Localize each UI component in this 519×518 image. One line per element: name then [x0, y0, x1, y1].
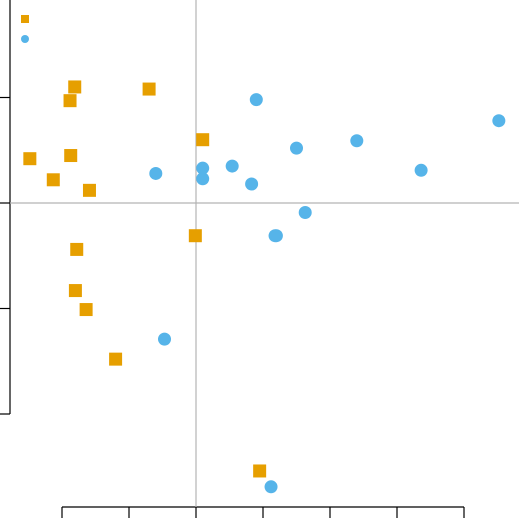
square-point-14 [253, 464, 267, 478]
axes [0, 0, 465, 518]
circle-point-12 [268, 229, 282, 243]
circle-point-0 [249, 93, 263, 107]
square-point-7 [82, 183, 96, 197]
legend-circle-marker [21, 35, 29, 43]
circle-point-6 [225, 159, 239, 173]
circle-point-5 [196, 161, 210, 175]
circle-point-13 [158, 332, 172, 346]
circle-point-3 [290, 141, 303, 155]
square-point-2 [63, 94, 77, 108]
square-point-8 [196, 133, 210, 147]
square-point-4 [142, 82, 156, 96]
square-point-11 [68, 284, 82, 298]
square-point-12 [79, 303, 93, 317]
square-point-5 [64, 149, 78, 163]
data-points [23, 80, 506, 494]
reference-lines [10, 0, 519, 507]
square-point-1 [68, 80, 82, 94]
square-point-6 [46, 173, 60, 187]
legend-square-marker [21, 15, 29, 23]
square-point-13 [109, 352, 123, 366]
square-point-10 [70, 242, 84, 256]
legend [21, 15, 29, 43]
circle-point-4 [414, 163, 428, 177]
circle-point-7 [149, 166, 163, 180]
circle-point-1 [492, 114, 506, 128]
square-point-3 [23, 152, 37, 166]
square-point-9 [188, 229, 202, 243]
circle-point-14 [264, 480, 278, 494]
circle-point-10 [298, 205, 312, 219]
circle-point-2 [350, 134, 364, 148]
circle-point-8 [196, 172, 210, 186]
circle-point-9 [245, 177, 259, 191]
